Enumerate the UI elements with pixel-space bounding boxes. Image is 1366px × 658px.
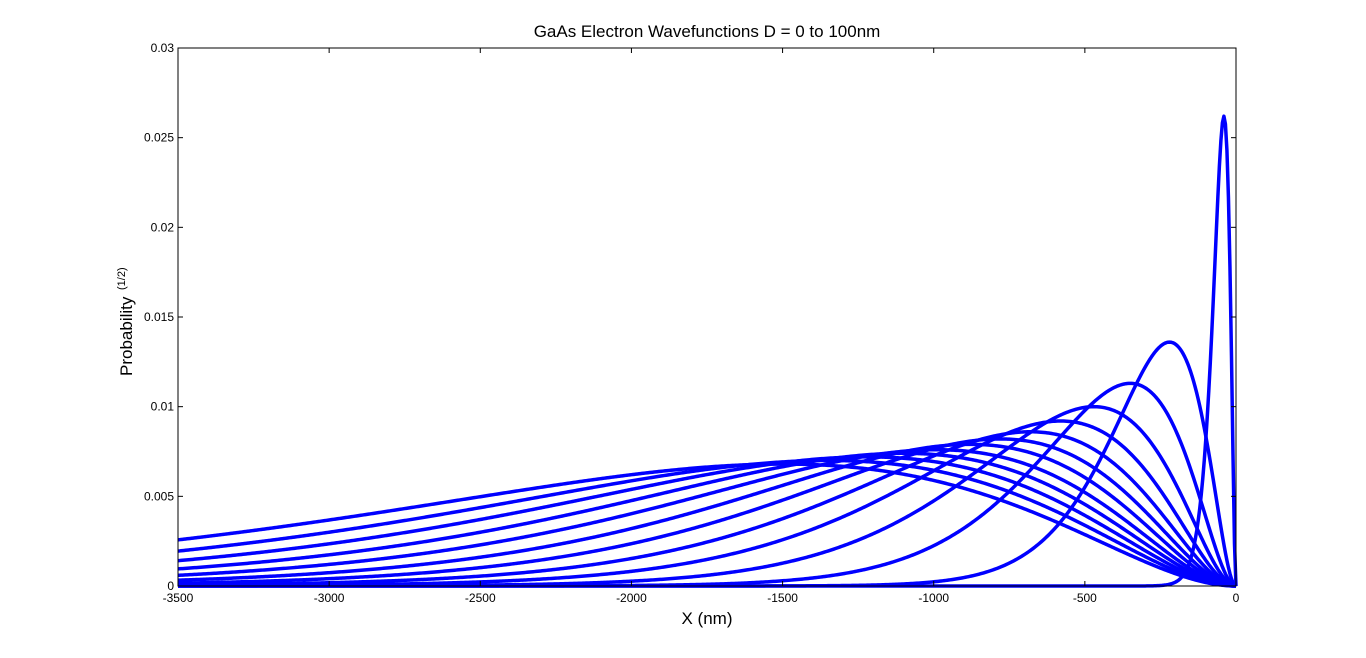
y-tick-label: 0.005 <box>144 489 174 503</box>
wavefunction-series-line <box>177 447 1237 588</box>
x-axis-label: X (nm) <box>682 609 733 628</box>
x-tick-label: -2000 <box>616 591 647 605</box>
y-tick-label: 0.01 <box>151 400 175 414</box>
y-ticks: 0 0.005 0.01 0.015 0.02 0.025 0.03 <box>144 41 1236 593</box>
wavefunction-series-line <box>177 462 1237 588</box>
y-tick-label: 0.02 <box>151 220 175 234</box>
x-tick-label: -1000 <box>918 591 949 605</box>
y-axis-label-group: Probability (1/2) <box>116 267 136 376</box>
wavefunction-series-line <box>177 458 1237 588</box>
y-axis-label-superscript: (1/2) <box>116 267 128 290</box>
x-tick-label: -3500 <box>163 591 194 605</box>
x-tick-label: 0 <box>1233 591 1240 605</box>
wavefunction-series-line <box>177 451 1237 588</box>
x-tick-label: -1500 <box>767 591 798 605</box>
axes-background <box>178 48 1236 586</box>
y-tick-label: 0.03 <box>151 41 175 55</box>
y-tick-label: 0.015 <box>144 310 174 324</box>
y-tick-label: 0.025 <box>144 131 174 145</box>
wavefunction-series-line <box>177 430 1237 588</box>
chart-title: GaAs Electron Wavefunctions D = 0 to 100… <box>534 22 881 41</box>
y-axis-label: Probability <box>117 296 136 376</box>
y-tick-label: 0 <box>167 579 174 593</box>
wavefunction-series-line <box>177 455 1237 588</box>
x-tick-label: -3000 <box>314 591 345 605</box>
wavefunction-series-line <box>177 419 1237 588</box>
x-tick-label: -500 <box>1073 591 1097 605</box>
x-tick-label: -2500 <box>465 591 496 605</box>
wavefunction-series-line <box>177 437 1237 588</box>
wavefunction-series-line <box>177 442 1237 588</box>
x-ticks: -3500 -3000 -2500 -2000 -1500 -1000 -500 0 <box>163 48 1240 605</box>
